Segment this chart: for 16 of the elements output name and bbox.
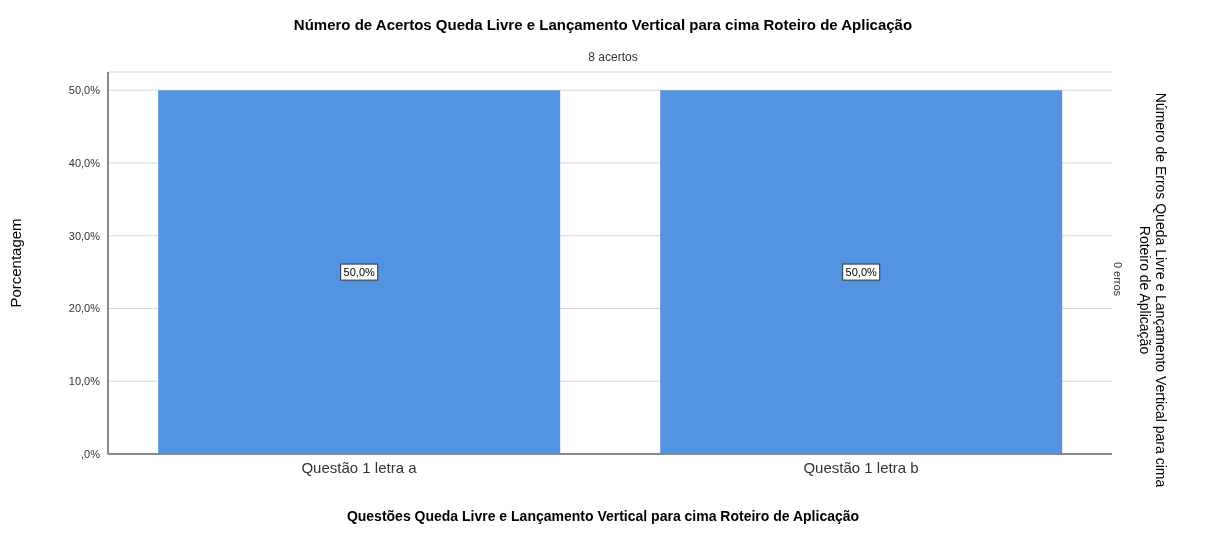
text: 8 acertos: [587, 50, 639, 64]
y-tick-label: 20,0%: [68, 302, 101, 315]
y-tick-label: ,0%: [81, 447, 101, 460]
data-label: 50,0%: [343, 266, 376, 279]
chart-title: Número de Acertos Queda Livre e Lançamento Vertical para cima Roteiro de Aplicação: [292, 16, 914, 33]
y-tick-label: 50,0%: [68, 84, 101, 97]
data-label: 50,0%: [845, 266, 878, 279]
y-tick-label: 30,0%: [68, 229, 101, 242]
y-axis-title: Porcentagem: [7, 218, 25, 308]
y-tick-label: 10,0%: [68, 375, 101, 388]
annotation: 0 erros: [1112, 260, 1124, 299]
x-tick-label: Questão 1 letra b: [803, 458, 919, 476]
x-tick-label: Questão 1 letra a: [301, 458, 418, 476]
y-tick-label: 40,0%: [68, 156, 101, 169]
y2-axis-title: Número de Erros Queda Livre e Lançamento Vertical para cima Roteiro de Aplicação: [1137, 91, 1169, 490]
x-axis-title: Questões Queda Livre e Lançamento Vertical para cima Roteiro de Aplicação: [345, 508, 861, 524]
